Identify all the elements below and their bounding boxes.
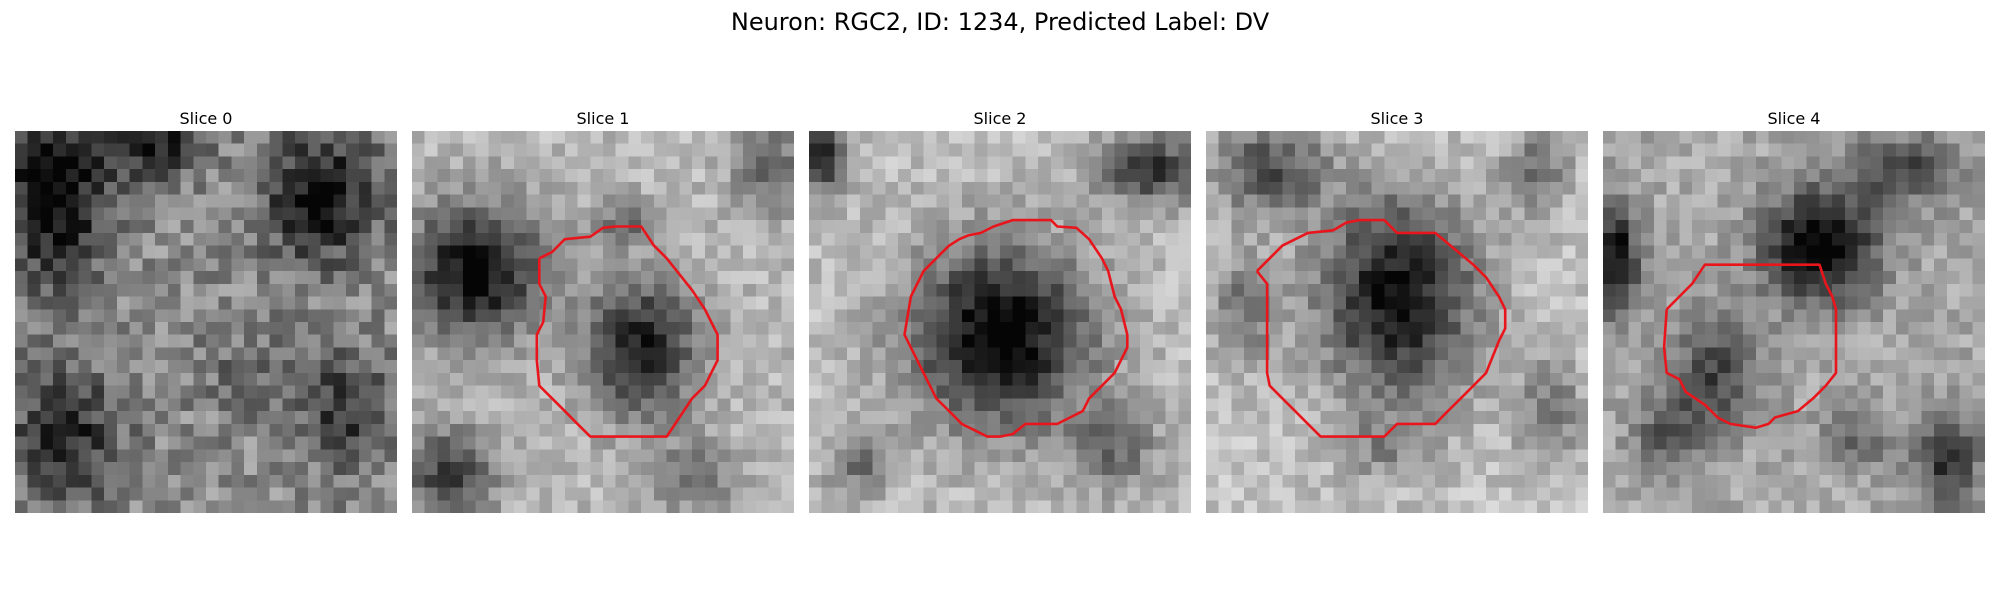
slice-image [809, 131, 1191, 513]
slice-panel-2: Slice 2 [809, 108, 1191, 513]
segmentation-contour [903, 218, 1129, 438]
slice-title: Slice 1 [576, 109, 630, 128]
slice-image [15, 131, 397, 513]
slice-panel-4: Slice 4 [1603, 108, 1985, 513]
segmentation-contour [1255, 218, 1507, 438]
slice-title: Slice 3 [1370, 109, 1424, 128]
slice-image [1206, 131, 1588, 513]
slice-image [1603, 131, 1985, 513]
slice-panel-0: Slice 0 [15, 108, 397, 513]
slice-title: Slice 2 [973, 109, 1027, 128]
segmentation-contour [535, 225, 719, 438]
slice-title: Slice 0 [179, 109, 233, 128]
segmentation-contour [1662, 263, 1838, 430]
slice-panel-1: Slice 1 [412, 108, 794, 513]
slice-title: Slice 4 [1767, 109, 1821, 128]
slice-image [412, 131, 794, 513]
slice-panel-3: Slice 3 [1206, 108, 1588, 513]
figure-title: Neuron: RGC2, ID: 1234, Predicted Label:… [730, 8, 1270, 36]
